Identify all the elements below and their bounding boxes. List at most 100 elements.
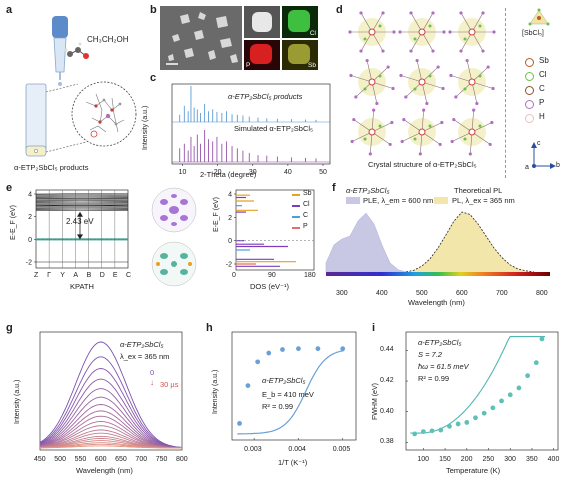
crystal-atom-cl bbox=[413, 137, 417, 141]
crystal-bond bbox=[471, 131, 491, 145]
fwhm-data-point bbox=[516, 385, 522, 391]
crystal-atom-p bbox=[491, 86, 495, 91]
tr-xtick-label: 500 bbox=[54, 456, 66, 463]
crystal-bond bbox=[410, 31, 423, 52]
conduction-band bbox=[35, 202, 129, 204]
fwhm-xtick-label: 200 bbox=[460, 456, 473, 463]
tr-time-end: 30 µs bbox=[160, 380, 179, 389]
fwhm-s: S = 7.2 bbox=[418, 350, 442, 359]
arr-xtick-label: 0.005 bbox=[332, 446, 351, 453]
crystal-atom-cl bbox=[428, 74, 432, 78]
conduction-band bbox=[35, 195, 129, 197]
crystal-bond bbox=[371, 81, 394, 89]
eds-map-sb: Sb bbox=[282, 40, 318, 70]
crystal-bond bbox=[366, 60, 373, 83]
crystal-atom-p bbox=[418, 152, 422, 156]
conduction-band bbox=[35, 200, 129, 202]
crystal-atom-sb bbox=[468, 28, 476, 36]
xrd-label-sim: Simulated α-ETP₂SbCl₅ bbox=[234, 124, 314, 133]
crystal-atom-p bbox=[368, 152, 372, 156]
fwhm-ytick-label: 0.42 bbox=[380, 377, 394, 385]
panel-e-letter: e bbox=[6, 182, 13, 194]
xrd-chart: 10 20 30 40 50 bbox=[171, 83, 331, 176]
crystal-atom-p bbox=[431, 49, 435, 53]
panel-d-letter: d bbox=[336, 4, 343, 16]
crystal-atom-cl bbox=[478, 24, 482, 28]
conduction-band bbox=[35, 209, 129, 211]
crystal-bond bbox=[403, 119, 423, 133]
fwhm-data-point bbox=[464, 420, 470, 425]
dos-ytick-label: 4 bbox=[228, 192, 232, 199]
kpoint-label: Γ bbox=[47, 272, 51, 279]
crystal-bond bbox=[421, 110, 424, 133]
dos-ytick-label: 0 bbox=[228, 238, 232, 245]
dos-legend-item: Cl bbox=[292, 201, 322, 211]
fwhm-data-point bbox=[481, 410, 487, 416]
dos-ytick-label: 2 bbox=[228, 215, 232, 222]
xrd-label-products: α-ETP₂SbCl₅ products bbox=[228, 92, 303, 101]
fwhm-ytick-label: 0.38 bbox=[380, 438, 394, 446]
xrd-xtick-label: 10 bbox=[179, 169, 187, 176]
arr-xtick-label: 0.003 bbox=[244, 446, 262, 453]
dos-xticks: 0 90 180 bbox=[232, 272, 316, 282]
fwhm-xtick-label: 150 bbox=[439, 456, 451, 463]
solvent-label: CH₃CH₂OH bbox=[87, 35, 129, 44]
crystal-atom-cl bbox=[463, 37, 467, 41]
dos-legend-label: C bbox=[303, 212, 309, 219]
crystal-bond bbox=[471, 81, 478, 104]
eds-map-p: P bbox=[244, 40, 280, 70]
dos-xlabel: DOS (eV⁻¹) bbox=[250, 282, 289, 291]
vial-icon bbox=[25, 83, 47, 157]
crystal-atom-cl bbox=[363, 87, 367, 91]
crystal-atom-p bbox=[422, 108, 426, 112]
arr-data-point bbox=[237, 421, 242, 426]
arr-fit-line bbox=[237, 349, 345, 435]
tr-spectrum-curve bbox=[39, 396, 183, 449]
crystal-atom-p bbox=[425, 101, 429, 106]
arr-r2: R² = 0.99 bbox=[262, 402, 294, 411]
atom-legend-item: C bbox=[525, 84, 565, 96]
xrd-xlabel: 2-Theta (degree) bbox=[200, 170, 257, 179]
pl-xlabel: Wavelength (nm) bbox=[408, 298, 465, 307]
atom-legend-dot bbox=[525, 72, 534, 81]
crystal-bond bbox=[466, 60, 473, 83]
band-ylabel: E-E_F (eV) bbox=[10, 204, 17, 240]
crystal-atom-p bbox=[350, 139, 354, 144]
crystal-bond bbox=[421, 81, 428, 104]
crystal-bond bbox=[421, 31, 434, 52]
crystal-atom-p bbox=[481, 11, 485, 15]
product-label: α-ETP₂SbCl₅ products bbox=[14, 163, 89, 172]
tr-xticks: 450 500 550 600 650 700 750 800 bbox=[26, 456, 188, 466]
arr-data-point bbox=[296, 346, 301, 352]
dos-xtick-label: 90 bbox=[268, 272, 276, 279]
crystal-bond bbox=[371, 110, 374, 133]
kpoint-label: D bbox=[99, 272, 105, 279]
arr-frame bbox=[231, 331, 357, 441]
fwhm-ytick-label: 0.44 bbox=[380, 346, 394, 354]
ple-area bbox=[325, 212, 407, 273]
tr-xtick-label: 550 bbox=[74, 456, 87, 463]
crystal-atom-p bbox=[475, 101, 479, 106]
dos-legend-label: P bbox=[303, 223, 308, 230]
crystal-axes-icon bbox=[531, 142, 556, 169]
band-gap-label: 2.43 eV bbox=[66, 217, 94, 226]
tr-spectrum-curve bbox=[39, 368, 183, 449]
band-ytick-label: 4 bbox=[28, 192, 32, 199]
crystal-atom-cl bbox=[413, 37, 417, 41]
crystal-bond bbox=[470, 131, 473, 154]
xrd-ylabel: Intensity (a.u.) bbox=[142, 105, 149, 150]
ple-label: PLE, λ_em = 600 nm bbox=[363, 196, 434, 205]
arr-title: α-ETP₂SbCl₅ bbox=[262, 376, 306, 385]
wavelength-color-bar bbox=[326, 272, 550, 276]
dos-ytick-label: -2 bbox=[226, 262, 232, 269]
fwhm-data-point bbox=[507, 392, 513, 398]
crystal-atom-p bbox=[490, 120, 494, 125]
crystal-atom-p bbox=[454, 95, 458, 99]
crystal-bond bbox=[371, 31, 384, 52]
crystal-atom-p bbox=[488, 142, 492, 147]
conduction-band bbox=[35, 192, 129, 195]
crystal-bond bbox=[453, 119, 473, 133]
fwhm-data-point bbox=[525, 373, 530, 379]
dos-frame bbox=[235, 189, 315, 271]
conduction-band bbox=[35, 204, 129, 207]
